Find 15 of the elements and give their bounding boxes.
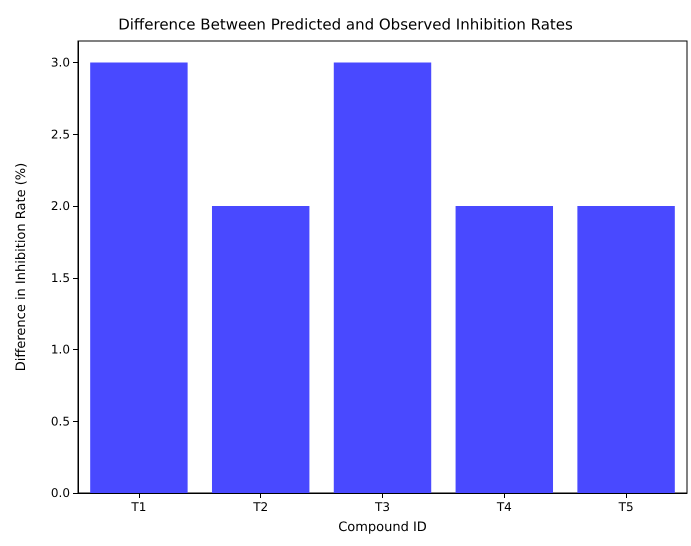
x-tick-label: T5 bbox=[618, 500, 634, 514]
x-axis-title: Compound ID bbox=[338, 520, 427, 535]
y-tick-label: 1.5 bbox=[50, 270, 70, 285]
chart-title: Difference Between Predicted and Observed Inhibition Rates bbox=[118, 16, 573, 34]
y-tick-label: 0.5 bbox=[50, 414, 70, 428]
y-axis-title: Difference in Inhibition Rate (%) bbox=[14, 162, 29, 372]
x-tick-label: T4 bbox=[496, 500, 512, 514]
x-tick-label: T1 bbox=[130, 500, 146, 514]
x-tick-label: T2 bbox=[252, 500, 268, 514]
y-tick-label: 3.0 bbox=[50, 56, 70, 70]
y-tick-label: 2.5 bbox=[50, 127, 70, 142]
y-tick-label: 1.0 bbox=[50, 342, 70, 357]
y-tick-label: 2.0 bbox=[50, 199, 70, 214]
y-tick-label: 0.0 bbox=[50, 486, 70, 500]
x-tick-label: T3 bbox=[374, 500, 390, 514]
